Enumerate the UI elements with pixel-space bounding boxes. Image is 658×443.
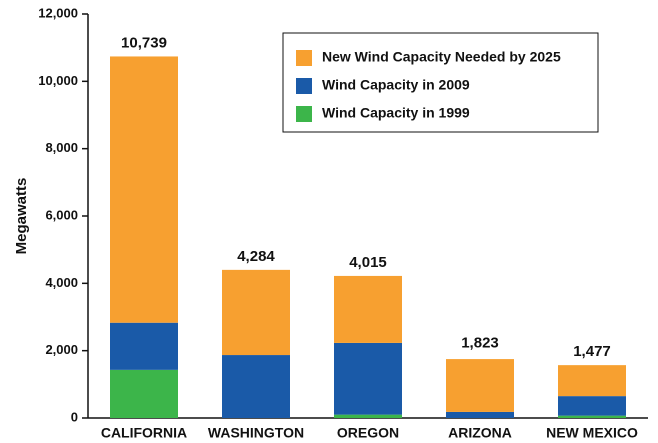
bar-segment xyxy=(334,414,402,418)
y-tick-label: 6,000 xyxy=(45,207,78,222)
y-tick-label: 10,000 xyxy=(38,73,78,88)
legend-swatch xyxy=(296,50,312,66)
legend-box xyxy=(282,32,599,133)
bar-segment xyxy=(110,56,178,323)
bar-segment xyxy=(446,359,514,412)
x-tick-label: OREGON xyxy=(337,425,399,441)
total-label: 1,477 xyxy=(573,343,611,360)
y-axis-label: Megawatts xyxy=(13,178,30,255)
legend-label: Wind Capacity in 1999 xyxy=(322,105,470,121)
bar-segment xyxy=(334,342,402,415)
x-tick-label: ARIZONA xyxy=(448,425,512,441)
y-tick-label: 4,000 xyxy=(45,275,78,290)
bar-segment xyxy=(222,355,290,418)
x-tick-label: WASHINGTON xyxy=(208,425,304,441)
y-tick-label: 8,000 xyxy=(45,140,78,155)
bar-segment xyxy=(446,411,514,418)
total-label: 1,823 xyxy=(461,335,499,352)
y-tick-label: 0 xyxy=(71,409,78,424)
y-tick-label: 12,000 xyxy=(38,5,78,20)
bar-segment xyxy=(558,365,626,397)
bar-segment xyxy=(558,396,626,416)
x-tick-label: NEW MEXICO xyxy=(546,425,638,441)
y-tick-label: 2,000 xyxy=(45,342,78,357)
bar-segment xyxy=(558,415,626,418)
bar-segment xyxy=(222,269,290,356)
bar-segment xyxy=(110,322,178,370)
legend-swatch xyxy=(296,106,312,122)
total-label: 10,739 xyxy=(121,34,167,51)
total-label: 4,015 xyxy=(349,254,387,271)
legend-swatch xyxy=(296,78,312,94)
legend-label: New Wind Capacity Needed by 2025 xyxy=(322,49,561,65)
total-label: 4,284 xyxy=(237,248,275,265)
legend-label: Wind Capacity in 2009 xyxy=(322,77,470,93)
bar-segment xyxy=(110,369,178,418)
x-tick-label: CALIFORNIA xyxy=(101,425,187,441)
bar-segment xyxy=(334,275,402,343)
